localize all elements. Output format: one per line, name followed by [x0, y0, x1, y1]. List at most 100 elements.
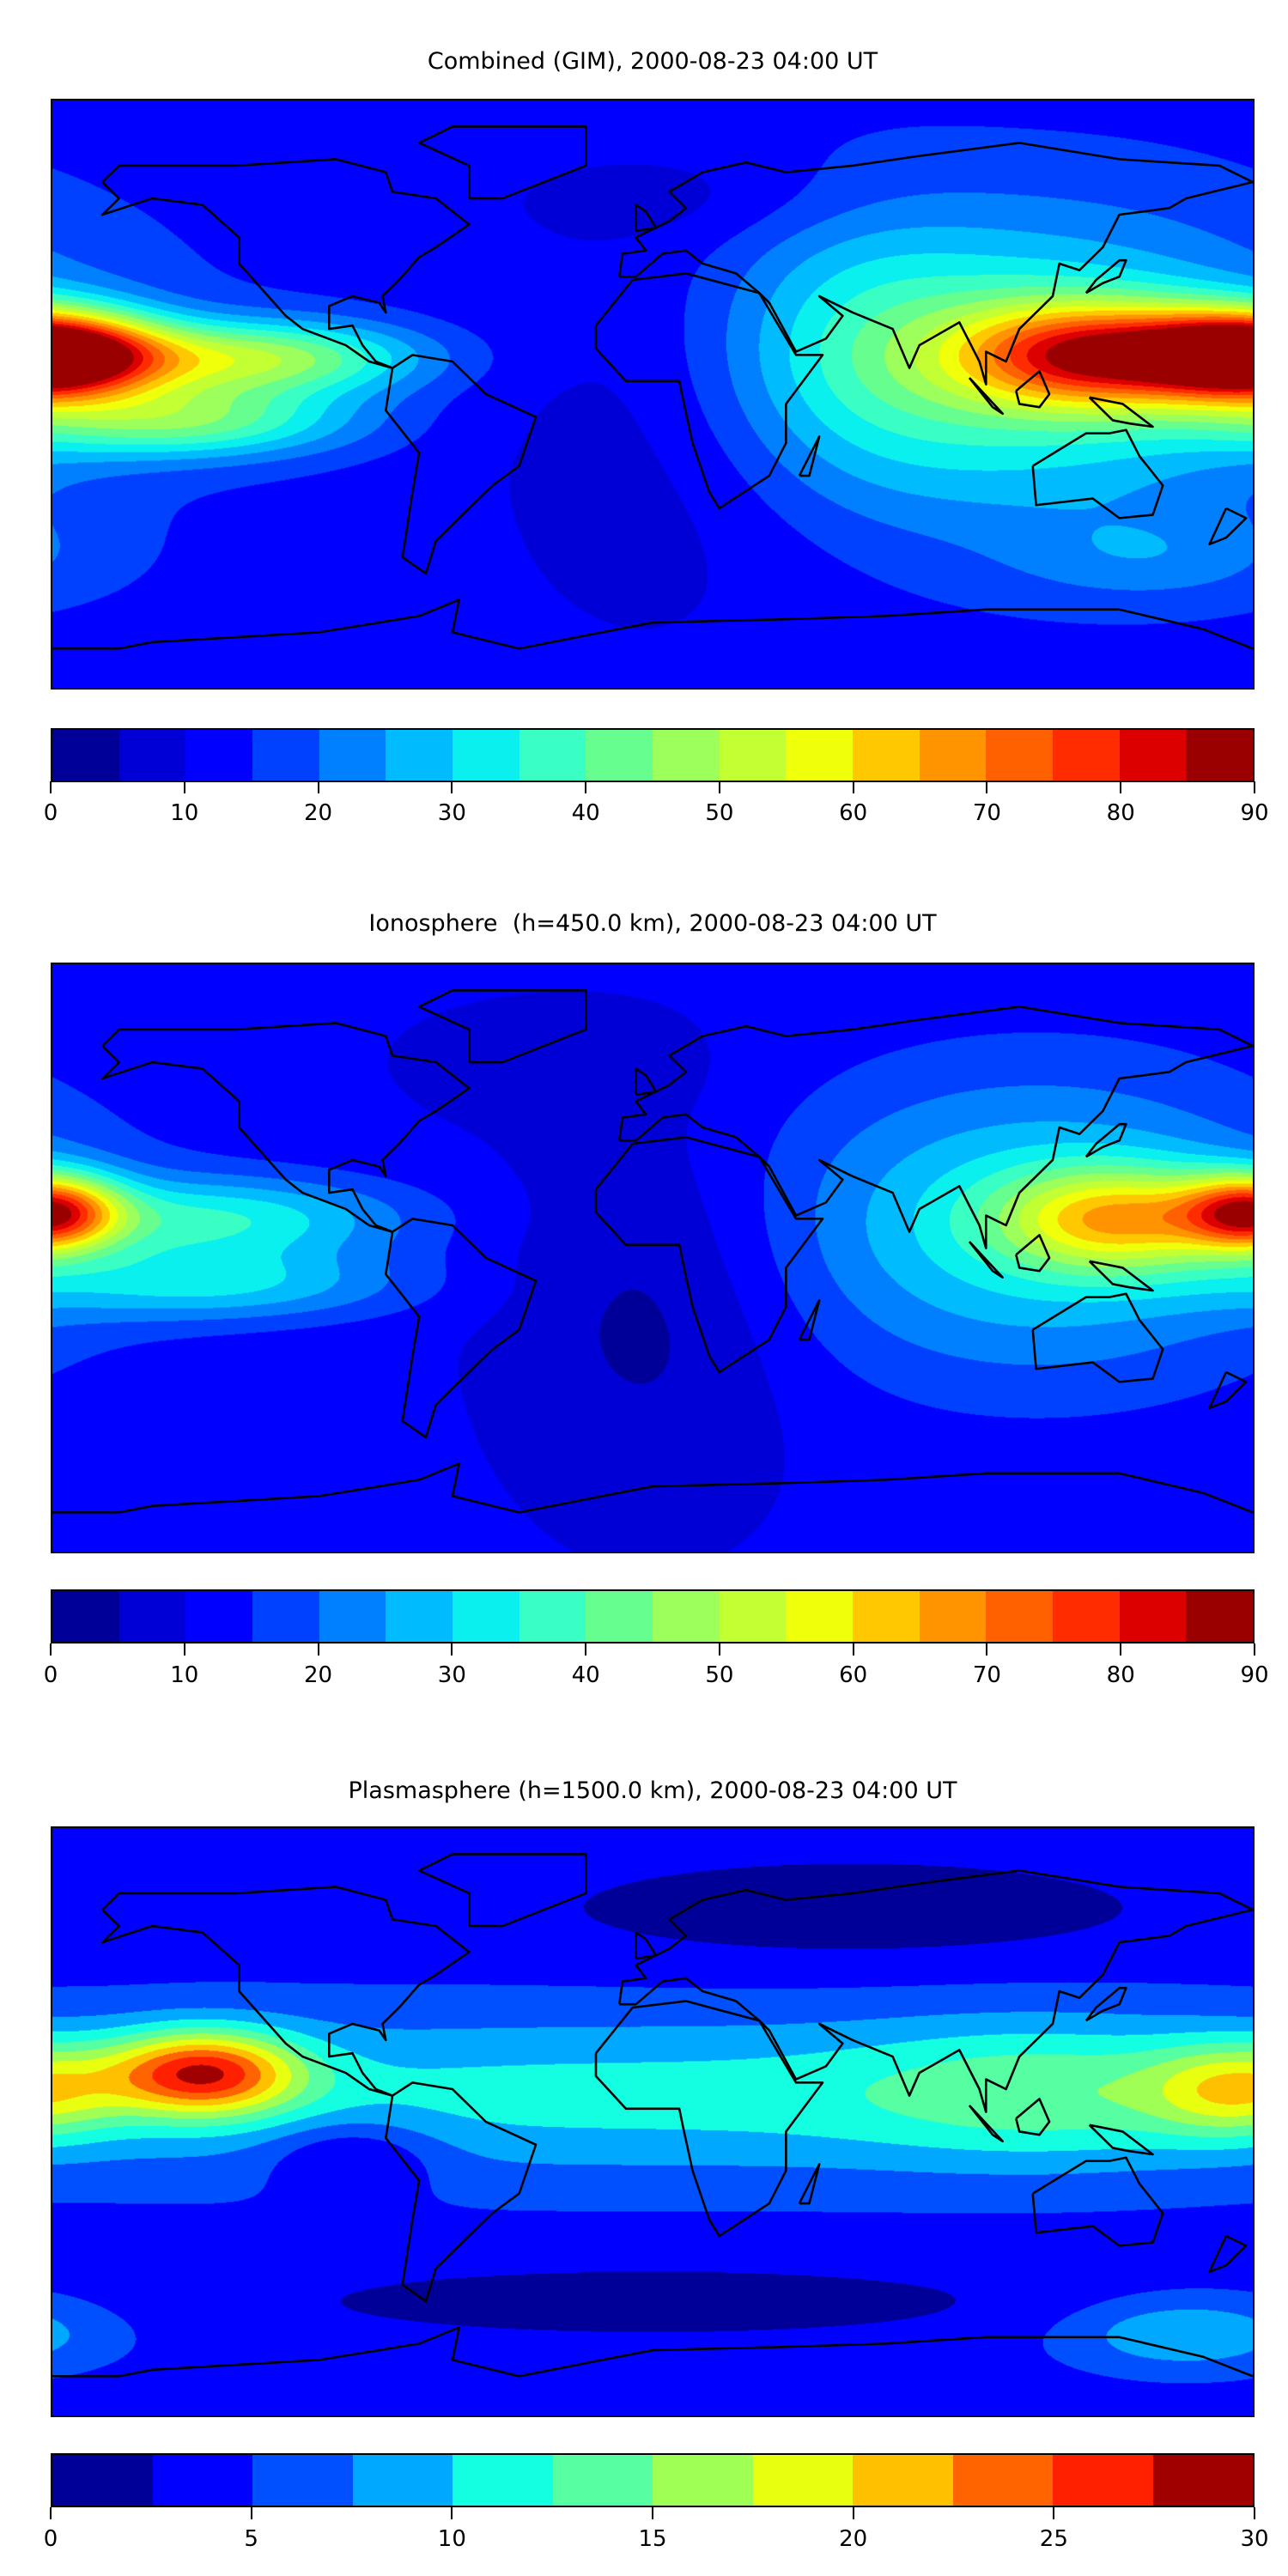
colorbar-level — [752, 2455, 853, 2506]
colorbar-tick — [183, 1643, 185, 1656]
coastline — [52, 2326, 1253, 2378]
colorbar-level — [252, 730, 319, 781]
coastline — [1088, 1260, 1154, 1292]
colorbar-level — [319, 730, 386, 781]
map-ionosphere — [51, 963, 1255, 1553]
coastline — [384, 1218, 538, 1439]
colorbar-tick — [1254, 781, 1255, 793]
colorbar-tick — [451, 781, 453, 793]
colorbar-tick-label: 50 — [705, 1662, 734, 1688]
colorbar-tick — [852, 1643, 854, 1656]
colorbar-tick — [718, 781, 720, 793]
coastline — [417, 1853, 587, 1928]
colorbar-tick-label: 10 — [170, 800, 199, 826]
colorbar-tick — [1254, 2507, 1255, 2519]
colorbar-tick-label: 40 — [571, 1662, 600, 1688]
coastline — [594, 272, 824, 510]
contour-field — [52, 964, 1253, 1552]
colorbar-level — [118, 730, 186, 781]
coastlines — [52, 125, 1253, 650]
colorbar-tick-label: 0 — [43, 2526, 58, 2552]
colorbar-tick-label: 70 — [972, 800, 1001, 826]
colorbar-combined — [51, 728, 1255, 782]
colorbar-tick-label: 20 — [304, 1662, 333, 1688]
coastline — [1208, 1370, 1248, 1410]
coastline — [1015, 2098, 1051, 2136]
colorbar-level — [453, 730, 519, 781]
coastline — [417, 989, 587, 1064]
colorbar-tick-label: 30 — [1240, 2526, 1269, 2552]
colorbar-tick-label: 30 — [437, 1662, 466, 1688]
colorbar-tick-label: 80 — [1106, 800, 1135, 826]
colorbar-plasmasphere — [51, 2453, 1255, 2507]
colorbar-level — [919, 730, 987, 781]
colorbar-level — [653, 1591, 720, 1642]
colorbar-level — [1119, 730, 1187, 781]
colorbar-tick-label: 0 — [43, 1662, 58, 1688]
colorbar-tick-label: 25 — [1039, 2526, 1068, 2552]
colorbar-tick — [50, 781, 52, 793]
colorbar-tick-label: 5 — [244, 2526, 258, 2552]
colorbar-tick — [1254, 1643, 1255, 1656]
chart-title-plasmasphere: Plasmasphere (h=1500.0 km), 2000-08-23 0… — [348, 1777, 957, 1804]
coastline — [384, 2081, 538, 2303]
colorbar-level — [853, 1591, 920, 1642]
colorbar-tick — [718, 1643, 720, 1656]
chart-title-combined: Combined (GIM), 2000-08-23 04:00 UT — [427, 48, 878, 75]
colorbar-level — [1053, 2455, 1153, 2506]
colorbar-tick-label: 30 — [437, 800, 466, 826]
colorbar-level — [453, 1591, 519, 1642]
coastline — [798, 1299, 821, 1341]
map-plasmasphere — [51, 1826, 1255, 2417]
colorbar-level — [853, 2455, 953, 2506]
colorbar-ionosphere — [51, 1589, 1255, 1643]
coastlines — [52, 1853, 1253, 2378]
colorbar-level — [52, 2455, 153, 2506]
colorbar-tick — [585, 781, 587, 793]
colorbar-level — [919, 1591, 987, 1642]
colorbar-level — [52, 1591, 119, 1642]
colorbar-tick-label: 60 — [839, 800, 868, 826]
colorbar-level — [252, 1591, 319, 1642]
colorbar-tick — [451, 1643, 453, 1656]
colorbar-tick-label: 40 — [571, 800, 600, 826]
coastline — [798, 435, 821, 477]
colorbar-level — [719, 1591, 787, 1642]
coastline — [594, 1136, 824, 1374]
coastline — [1084, 1122, 1127, 1158]
colorbar-level — [519, 1591, 586, 1642]
coastline — [1088, 396, 1154, 428]
colorbar-tick-label: 60 — [839, 1662, 868, 1688]
coastline — [635, 1067, 658, 1097]
coastline — [100, 158, 471, 369]
colorbar-tick — [50, 1643, 52, 1656]
coastline — [617, 1869, 1253, 2113]
colorbar-tick-label: 70 — [972, 1662, 1001, 1688]
colorbar-tick-label: 0 — [43, 800, 58, 826]
colorbar-tick — [451, 2507, 453, 2519]
contour-field — [52, 100, 1253, 688]
colorbar-tick — [652, 2507, 653, 2519]
colorbar-tick — [1120, 781, 1122, 793]
colorbar-tick — [50, 2507, 52, 2519]
colorbar-tick — [1053, 2507, 1055, 2519]
coastline — [100, 1886, 471, 2097]
colorbar-tick-label: 15 — [638, 2526, 667, 2552]
colorbar-tick-label: 90 — [1240, 1662, 1269, 1688]
colorbar-tick — [1120, 1643, 1122, 1656]
colorbar-ticks-plasmasphere: 0 5 10 15 20 25 30 — [44, 2507, 1269, 2559]
colorbar-level — [319, 1591, 386, 1642]
coastline — [417, 125, 587, 200]
colorbar-tick — [317, 781, 319, 793]
colorbar-tick-label: 20 — [304, 800, 333, 826]
chart-title-ionosphere: Ionosphere (h=450.0 km), 2000-08-23 04:0… — [368, 910, 937, 937]
colorbar-tick-label: 90 — [1240, 800, 1269, 826]
colorbar-level — [185, 730, 253, 781]
colorbar-level — [853, 730, 920, 781]
coastline — [1031, 428, 1164, 519]
coastline — [635, 204, 658, 233]
colorbar-tick-label: 10 — [170, 1662, 199, 1688]
coastline — [968, 2105, 1005, 2143]
colorbar-level — [1152, 2455, 1253, 2506]
colorbar-level — [386, 1591, 453, 1642]
